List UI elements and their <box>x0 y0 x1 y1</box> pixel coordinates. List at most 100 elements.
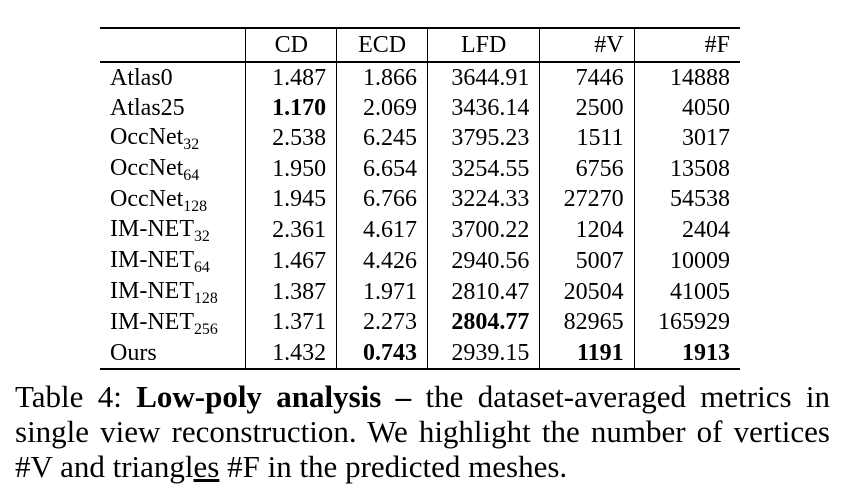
lfd-cell: 3644.91 <box>426 62 540 93</box>
table-row: Atlas0 1.487 1.866 3644.91 7446 14888 <box>100 62 740 93</box>
ecd-cell: 6.766 <box>336 184 428 216</box>
cd-cell: 1.467 <box>245 246 337 277</box>
table-row: OccNet64 1.950 6.654 3254.55 6756 13508 <box>100 153 740 185</box>
vertices-cell: 6756 <box>539 153 635 185</box>
faces-cell: 3017 <box>633 123 740 154</box>
faces-cell: 165929 <box>633 307 740 339</box>
method-subscript: 256 <box>193 320 218 338</box>
cd-cell: 2.538 <box>245 123 337 154</box>
lfd-cell: 3436.14 <box>426 93 540 123</box>
cd-cell: 1.945 <box>245 184 337 216</box>
vertices-cell: 1204 <box>539 215 635 246</box>
cd-cell: 1.170 <box>245 93 337 123</box>
method-subscript: 32 <box>183 135 200 153</box>
table-row: IM-NET128 1.387 1.971 2810.47 20504 4100… <box>100 276 740 308</box>
method-name: Ours <box>110 339 157 366</box>
method-cell: Atlas0 <box>100 62 246 93</box>
method-cell: IM-NET32 <box>100 215 246 246</box>
vertices-cell: 7446 <box>539 62 635 93</box>
table-row: Atlas25 1.170 2.069 3436.14 2500 4050 <box>100 93 740 123</box>
table-row: OccNet32 2.538 6.245 3795.23 1511 3017 <box>100 123 740 154</box>
lfd-cell: 2940.56 <box>426 246 540 277</box>
method-cell: IM-NET256 <box>100 308 246 339</box>
lfd-cell: 2810.47 <box>426 276 540 308</box>
cd-cell: 1.432 <box>245 338 337 371</box>
vertices-cell: 27270 <box>539 184 635 216</box>
results-table-container: CD ECD LFD #V #F Atlas0 1.487 1.866 3644… <box>100 27 740 371</box>
ecd-cell: 6.654 <box>336 153 428 185</box>
cd-cell: 2.361 <box>245 215 337 246</box>
vertices-cell: 5007 <box>539 246 635 277</box>
caption-underlined-text: es <box>193 449 220 484</box>
method-cell: OccNet64 <box>100 154 246 185</box>
ecd-cell: 6.245 <box>336 123 428 154</box>
vertices-cell: 1511 <box>539 123 635 154</box>
caption-title: Low-poly analysis – <box>136 379 412 414</box>
method-subscript: 128 <box>183 197 208 215</box>
caption-text-end: #F in the predicted meshes. <box>219 449 568 484</box>
caption-label: Table 4: <box>15 379 137 414</box>
header-method <box>100 27 246 63</box>
ecd-cell: 2.069 <box>336 93 428 123</box>
vertices-cell: 82965 <box>539 307 635 339</box>
faces-cell: 1913 <box>633 338 740 371</box>
lfd-cell: 3224.33 <box>426 184 540 216</box>
table-row: OccNet128 1.945 6.766 3224.33 27270 5453… <box>100 184 740 216</box>
header-lfd: LFD <box>426 27 540 63</box>
cd-cell: 1.950 <box>245 153 337 185</box>
lfd-cell: 3254.55 <box>426 153 540 185</box>
vertices-cell: 2500 <box>539 93 635 123</box>
method-name: Atlas0 <box>110 64 173 91</box>
ecd-cell: 4.426 <box>336 246 428 277</box>
method-cell: IM-NET64 <box>100 246 246 277</box>
low-poly-results-table: CD ECD LFD #V #F Atlas0 1.487 1.866 3644… <box>100 27 740 371</box>
method-subscript: 128 <box>193 289 218 307</box>
table-caption: Table 4: Low-poly analysis – the dataset… <box>15 379 830 484</box>
header-ecd: ECD <box>336 27 428 63</box>
method-name: OccNet <box>110 154 184 181</box>
header-vertices: #V <box>539 27 635 63</box>
caption-text: the dataset-averaged metrics in single v… <box>15 379 830 484</box>
method-cell: Ours <box>100 338 246 371</box>
faces-cell: 4050 <box>633 93 740 123</box>
faces-cell: 41005 <box>633 276 740 308</box>
header-faces: #F <box>633 27 740 63</box>
faces-cell: 2404 <box>633 215 740 246</box>
method-cell: Atlas25 <box>100 93 246 123</box>
method-name: IM-NET <box>110 216 194 243</box>
cd-cell: 1.371 <box>245 307 337 339</box>
ecd-cell: 1.866 <box>336 62 428 93</box>
header-cd: CD <box>245 27 337 63</box>
faces-cell: 13508 <box>633 153 740 185</box>
cd-cell: 1.487 <box>245 62 337 93</box>
method-cell: IM-NET128 <box>100 277 246 308</box>
faces-cell: 54538 <box>633 184 740 216</box>
table-row: IM-NET256 1.371 2.273 2804.77 82965 1659… <box>100 307 740 339</box>
ecd-cell: 0.743 <box>336 338 428 371</box>
ecd-cell: 1.971 <box>336 276 428 308</box>
method-subscript: 32 <box>193 228 210 245</box>
table-row: IM-NET64 1.467 4.426 2940.56 5007 10009 <box>100 246 740 277</box>
method-cell: OccNet128 <box>100 185 246 216</box>
table-row: Ours 1.432 0.743 2939.15 1191 1913 <box>100 338 740 371</box>
method-cell: OccNet32 <box>100 123 246 154</box>
method-name: IM-NET <box>110 308 194 335</box>
method-name: OccNet <box>110 124 184 150</box>
method-name: OccNet <box>110 185 184 212</box>
method-name: IM-NET <box>110 277 194 304</box>
lfd-cell: 3795.23 <box>426 123 540 154</box>
ecd-cell: 4.617 <box>336 215 428 246</box>
faces-cell: 10009 <box>633 246 740 277</box>
lfd-cell: 2804.77 <box>426 307 540 339</box>
method-name: Atlas25 <box>110 94 185 121</box>
method-subscript: 64 <box>193 258 210 276</box>
table-row: IM-NET32 2.361 4.617 3700.22 1204 2404 <box>100 215 740 246</box>
lfd-cell: 3700.22 <box>426 215 540 246</box>
lfd-cell: 2939.15 <box>426 338 540 371</box>
table-header-row: CD ECD LFD #V #F <box>100 27 740 63</box>
faces-cell: 14888 <box>633 62 740 93</box>
method-subscript: 64 <box>183 166 200 184</box>
cd-cell: 1.387 <box>245 276 337 308</box>
vertices-cell: 1191 <box>539 338 635 371</box>
ecd-cell: 2.273 <box>336 307 428 339</box>
